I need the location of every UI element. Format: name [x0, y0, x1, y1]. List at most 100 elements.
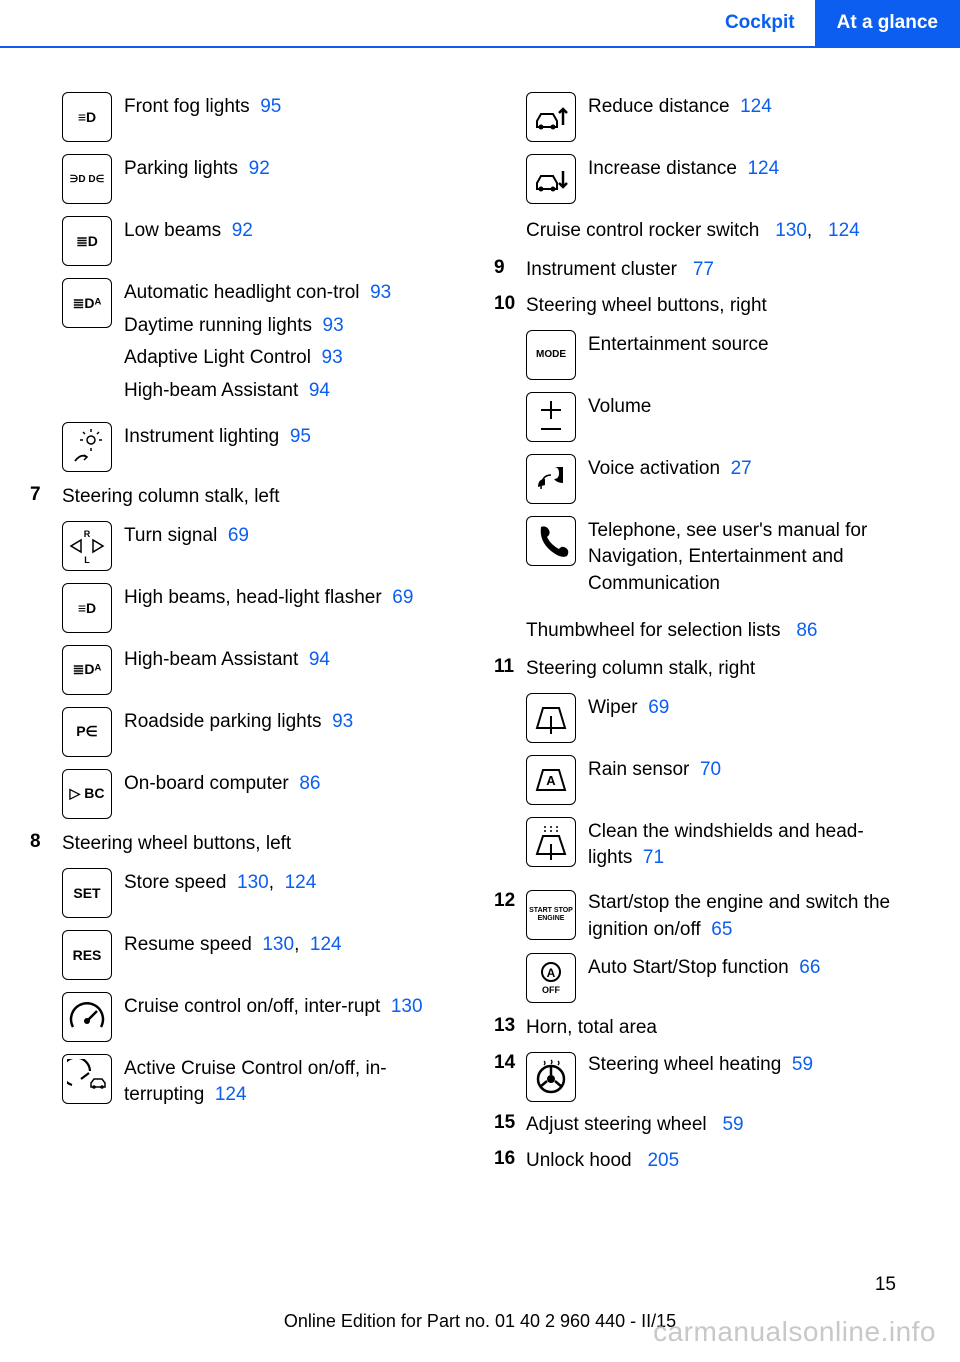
- list-item: Increase distance 124: [526, 154, 930, 204]
- reduce-distance-icon: [526, 92, 576, 142]
- wiper-icon: [526, 693, 576, 743]
- item-text: High-beam Assistant: [124, 649, 298, 670]
- item-text: Parking lights: [124, 158, 238, 179]
- item-text: High beams, head‐light flasher: [124, 587, 382, 608]
- page-ref[interactable]: 86: [299, 773, 320, 794]
- list-item: Instrument lighting 95: [30, 422, 466, 472]
- list-item: Clean the windshields and head‐lights 71: [526, 817, 930, 878]
- list-item: ▷ BC On-board computer 86: [62, 769, 466, 819]
- list-item: SETStore speed 130, 124: [62, 868, 466, 918]
- section-8-title: Steering wheel buttons, left: [62, 831, 466, 858]
- auto-headlight-icon: ≣Dᴬ: [62, 278, 112, 328]
- roadside-parking-icon: P∈: [62, 707, 112, 757]
- page-ref[interactable]: 66: [799, 957, 820, 978]
- page-ref[interactable]: 65: [711, 919, 732, 940]
- section-7-num: 7: [30, 484, 62, 506]
- item-text: Telephone, see user's manual for Navigat…: [588, 520, 867, 594]
- page-ref[interactable]: 69: [648, 697, 669, 718]
- page-ref[interactable]: 93: [322, 347, 343, 368]
- page-ref[interactable]: 124: [215, 1084, 247, 1105]
- high-beam-icon: ≡D: [62, 583, 112, 633]
- low-beams-icon: ≣D: [62, 216, 112, 266]
- item-text: Rain sensor: [588, 759, 689, 780]
- page-ref[interactable]: 130: [391, 996, 423, 1017]
- page-ref[interactable]: 92: [249, 158, 270, 179]
- item-text: Front fog lights: [124, 96, 250, 117]
- set-icon: SET: [62, 868, 112, 918]
- page-ref[interactable]: 59: [722, 1114, 743, 1135]
- page-ref[interactable]: 124: [828, 220, 860, 241]
- list-item: RLTurn signal 69: [62, 521, 466, 571]
- list-item: Voice activation 27: [526, 454, 930, 504]
- section-16-title: Unlock hood: [526, 1150, 632, 1171]
- page-ref[interactable]: 92: [232, 220, 253, 241]
- item-text: Instrument lighting: [124, 426, 279, 447]
- section-16-head: 16 Unlock hood 205: [494, 1148, 930, 1175]
- page-ref[interactable]: 95: [260, 96, 281, 117]
- page-ref[interactable]: 93: [370, 282, 391, 303]
- section-12-num: 12: [494, 890, 526, 912]
- section-11-title: Steering column stalk, right: [526, 656, 930, 683]
- page-ref[interactable]: 94: [309, 380, 330, 401]
- start-stop-engine-icon: START STOP ENGINE: [526, 890, 576, 940]
- high-beam-assist-icon: ≣Dᴬ: [62, 645, 112, 695]
- header-tab-at-a-glance: At a glance: [815, 0, 960, 46]
- page-ref[interactable]: 93: [323, 315, 344, 336]
- page-number: 15: [875, 1274, 896, 1296]
- page-ref[interactable]: 130: [262, 934, 294, 955]
- footer-line: Online Edition for Part no. 01 40 2 960 …: [0, 1311, 960, 1332]
- section-7-title: Steering column stalk, left: [62, 484, 466, 511]
- page-ref[interactable]: 124: [285, 872, 317, 893]
- section-10-title: Steering wheel buttons, right: [526, 293, 930, 320]
- parking-lights-icon: ∋D D∈: [62, 154, 112, 204]
- page-ref[interactable]: 27: [731, 458, 752, 479]
- instrument-lighting-icon: [62, 422, 112, 472]
- page-ref[interactable]: 124: [310, 934, 342, 955]
- page-header: Cockpit At a glance: [0, 0, 960, 48]
- cruise-rocker-row: Cruise control rocker switch 130, 124: [494, 216, 930, 245]
- section-7-head: 7 Steering column stalk, left: [30, 484, 466, 511]
- item-text: Clean the windshields and head‐lights: [588, 821, 864, 869]
- page-ref[interactable]: 205: [647, 1150, 679, 1171]
- list-item: Active Cruise Control on/off, in‐terrupt…: [62, 1054, 466, 1115]
- svg-text:L: L: [84, 555, 90, 565]
- page-ref[interactable]: 86: [796, 620, 817, 641]
- section-15-title: Adjust steering wheel: [526, 1114, 707, 1135]
- voice-icon: [526, 454, 576, 504]
- list-item: MODEEntertainment source: [526, 330, 930, 380]
- main-content: ≡D Front fog lights 95 ∋D D∈ Parking lights…: [0, 48, 960, 1185]
- clean-windshield-icon: [526, 817, 576, 867]
- item-text: Auto Start/Stop function: [588, 957, 789, 978]
- onboard-computer-icon: ▷ BC: [62, 769, 112, 819]
- item-text: Daytime running lights: [124, 315, 312, 336]
- svg-text:A: A: [546, 773, 556, 788]
- item-text: On-board computer: [124, 773, 289, 794]
- list-item: ∋D D∈ Parking lights 92: [30, 154, 466, 204]
- page-ref[interactable]: 93: [332, 711, 353, 732]
- page-ref[interactable]: 77: [693, 259, 714, 280]
- page-ref[interactable]: 124: [747, 158, 779, 179]
- list-item: A Rain sensor 70: [526, 755, 930, 805]
- section-11-head: 11 Steering column stalk, right: [494, 656, 930, 683]
- page-ref[interactable]: 130: [237, 872, 269, 893]
- list-item: Reduce distance 124: [526, 92, 930, 142]
- page-ref[interactable]: 95: [290, 426, 311, 447]
- cruise-onoff-icon: [62, 992, 112, 1042]
- volume-icon: [526, 392, 576, 442]
- page-ref[interactable]: 70: [700, 759, 721, 780]
- list-item: Telephone, see user's manual for Navigat…: [526, 516, 930, 604]
- list-item: ≣DᴬAutomatic headlight con‐trol 93Daytim…: [30, 278, 466, 410]
- page-ref[interactable]: 130: [775, 220, 807, 241]
- item-text: Roadside parking lights: [124, 711, 322, 732]
- thumbwheel-text: Thumbwheel for selection lists: [526, 620, 781, 641]
- page: Cockpit At a glance ≡D Front fog lights 9…: [0, 0, 960, 1362]
- page-ref[interactable]: 124: [740, 96, 772, 117]
- page-ref[interactable]: 71: [643, 847, 664, 868]
- page-ref[interactable]: 94: [309, 649, 330, 670]
- page-ref[interactable]: 59: [792, 1054, 813, 1075]
- item-text: Low beams: [124, 220, 221, 241]
- turn-signal-icon: RL: [62, 521, 112, 571]
- page-ref[interactable]: 69: [392, 587, 413, 608]
- page-ref[interactable]: 69: [228, 525, 249, 546]
- auto-start-stop-icon: AOFF: [526, 953, 576, 1003]
